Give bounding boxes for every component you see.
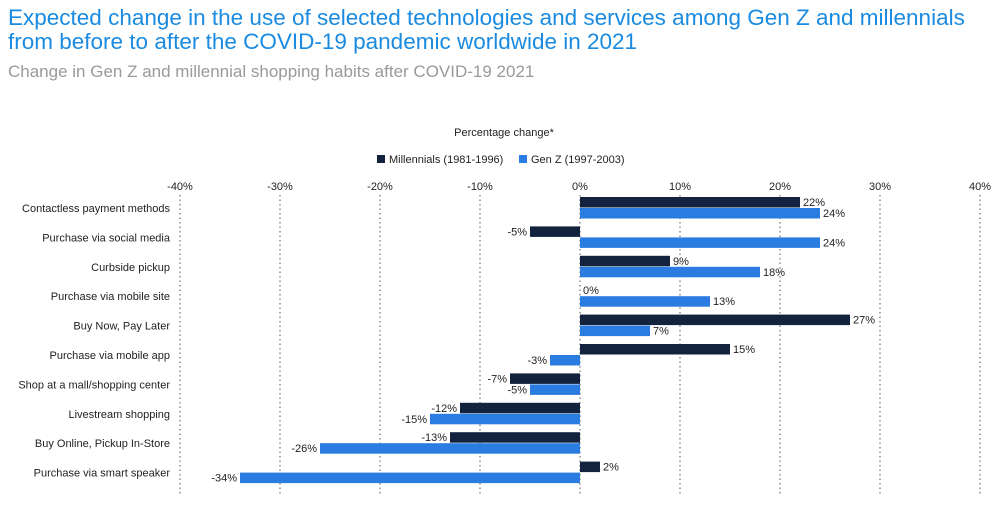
bar-millennials [510, 373, 580, 384]
category-label: Purchase via mobile app [50, 350, 170, 362]
data-label-millennials: 2% [603, 462, 619, 474]
x-tick-label: -30% [267, 181, 293, 193]
x-tick-label: 0% [572, 181, 588, 193]
bar-genz [580, 296, 710, 307]
category-label: Purchase via smart speaker [34, 468, 171, 480]
category-label: Purchase via social media [42, 232, 171, 244]
x-axis-ticks: -40% -30% -20% -10% 0% 10% 20% 30% 40% [167, 181, 991, 193]
bar-genz [580, 266, 760, 278]
x-tick-label: 40% [969, 181, 991, 193]
axis-title: Percentage change* [454, 127, 554, 139]
data-label-millennials: 15% [733, 344, 755, 356]
legend-swatch-genz [519, 155, 527, 163]
bar-millennials [460, 402, 580, 414]
bar-millennials [580, 255, 670, 267]
bar-genz [530, 384, 580, 395]
bar-genz [550, 355, 580, 366]
data-labels: 22%24%-5%24%9%18%0%13%27%7%15%-3%-7%-5%-… [211, 197, 875, 485]
category-label: Shop at a mall/shopping center [18, 379, 170, 391]
category-label: Buy Now, Pay Later [73, 321, 170, 333]
category-labels: Contactless payment methods Purchase via … [18, 203, 171, 480]
data-label-genz: 24% [823, 208, 845, 220]
x-tick-label: -40% [167, 181, 193, 193]
data-label-genz: 7% [653, 326, 669, 338]
data-label-genz: -15% [401, 414, 427, 426]
bar-genz [580, 237, 820, 248]
data-label-millennials: -5% [507, 226, 527, 238]
category-label: Purchase via mobile site [51, 291, 170, 303]
legend: Millennials (1981-1996) Gen Z (1997-2003… [377, 154, 625, 166]
category-label: Contactless payment methods [22, 203, 170, 215]
x-tick-label: 30% [869, 181, 891, 193]
data-label-millennials: 0% [583, 285, 599, 297]
legend-swatch-millennials [377, 155, 385, 163]
x-tick-label: 20% [769, 181, 791, 193]
bar-genz [580, 208, 820, 219]
bar-genz [430, 413, 580, 425]
data-label-genz: -3% [527, 355, 547, 367]
data-label-millennials: -12% [431, 403, 457, 415]
bar-genz [580, 325, 650, 337]
category-label: Buy Online, Pickup In-Store [35, 438, 170, 450]
data-label-millennials: -13% [421, 432, 447, 444]
bar-millennials [450, 432, 580, 443]
data-label-genz: -26% [291, 443, 317, 455]
category-label: Curbside pickup [91, 262, 170, 274]
bar-genz [240, 472, 580, 484]
bar-millennials [530, 226, 580, 237]
bar-millennials [580, 197, 800, 208]
data-label-millennials: 9% [673, 256, 689, 268]
bar-millennials [580, 461, 600, 473]
data-label-millennials: 27% [853, 315, 875, 327]
bars [240, 197, 850, 484]
category-label: Livestream shopping [68, 409, 170, 421]
data-label-millennials: -7% [487, 373, 507, 385]
data-label-genz: -34% [211, 473, 237, 485]
data-label-genz: 18% [763, 267, 785, 279]
x-tick-label: -10% [467, 181, 493, 193]
data-label-millennials: 22% [803, 197, 825, 209]
data-label-genz: 24% [823, 237, 845, 249]
data-label-genz: 13% [713, 296, 735, 308]
bar-millennials [580, 344, 730, 355]
data-label-genz: -5% [507, 384, 527, 396]
legend-label-genz: Gen Z (1997-2003) [531, 154, 625, 166]
x-tick-label: -20% [367, 181, 393, 193]
chart-subtitle: Change in Gen Z and millennial shopping … [8, 62, 535, 81]
legend-label-millennials: Millennials (1981-1996) [389, 154, 503, 166]
x-tick-label: 10% [669, 181, 691, 193]
chart-title: Expected change in the use of selected t… [8, 5, 965, 54]
bar-genz [320, 443, 580, 454]
bar-millennials [580, 314, 850, 326]
